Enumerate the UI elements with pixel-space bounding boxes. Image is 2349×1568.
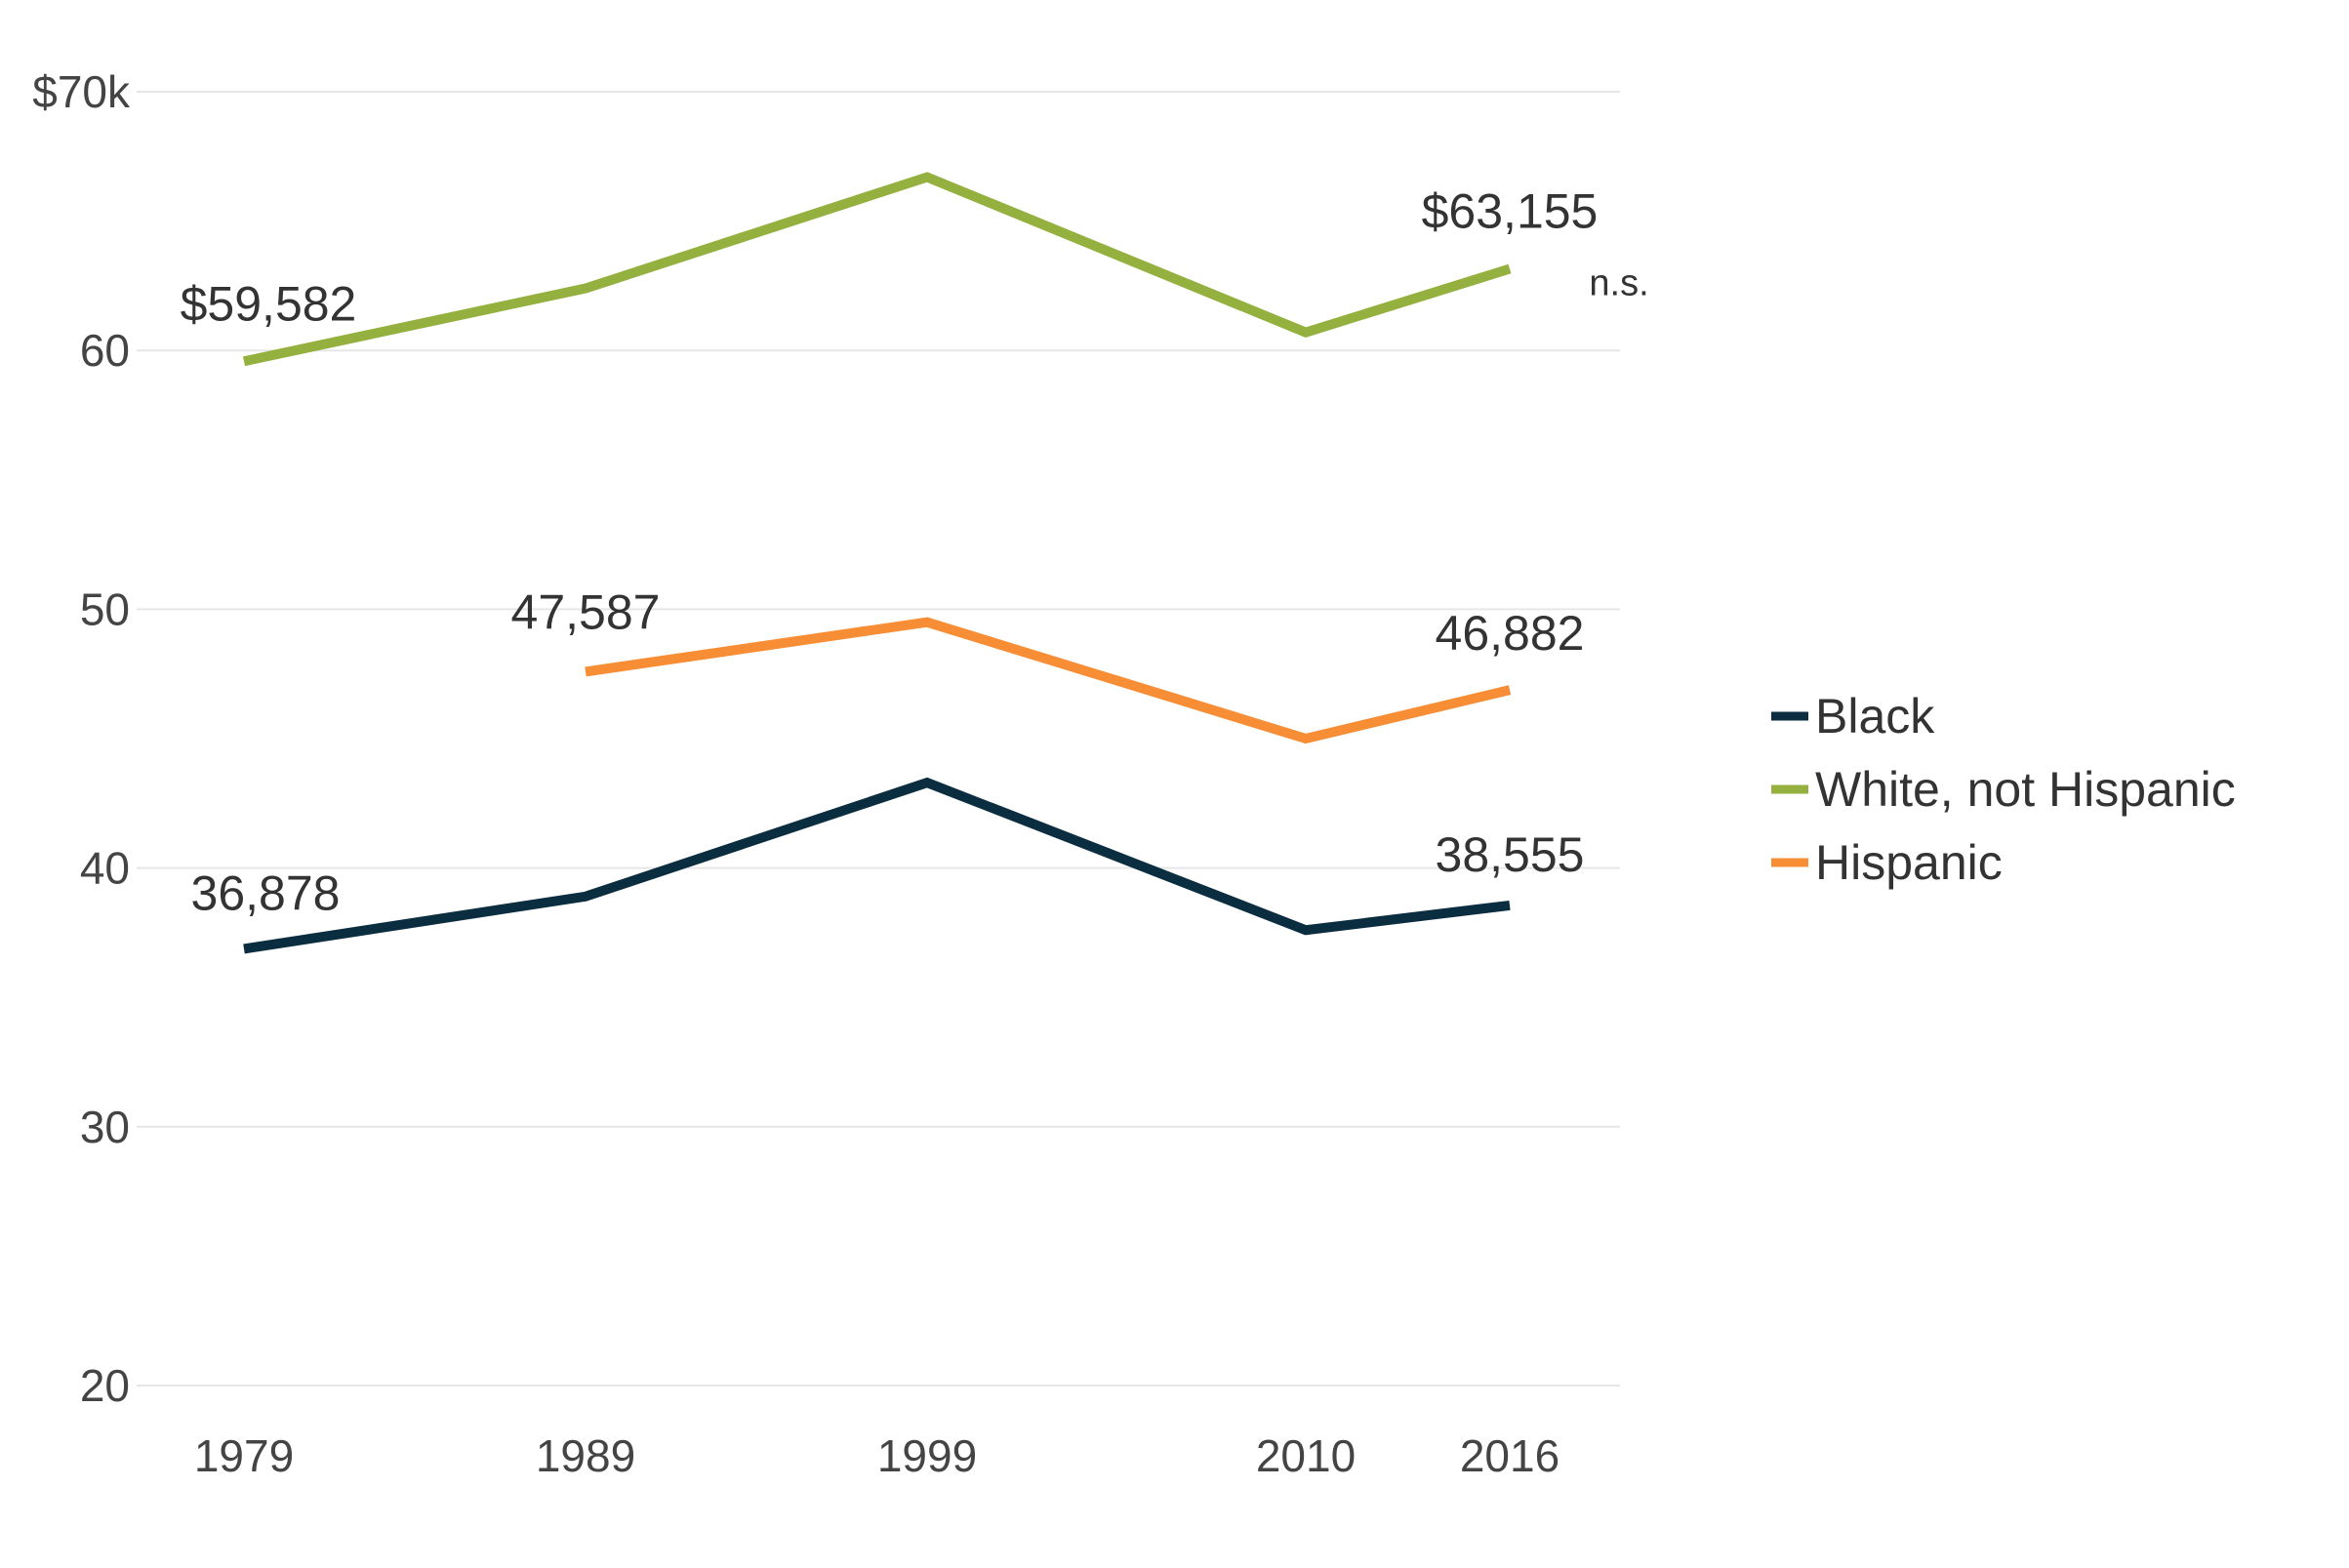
gridlines <box>137 91 1620 1387</box>
y-tick-label-30: 30 <box>80 1102 130 1152</box>
data-label-hispanic-2016: 46,882 <box>1436 606 1585 661</box>
series-line-white <box>242 172 1512 367</box>
x-tick-label-1979: 1979 <box>194 1430 294 1481</box>
series-lines <box>242 172 1512 954</box>
series-line-hispanic <box>585 617 1512 744</box>
y-tick-label-60: 60 <box>80 325 130 376</box>
y-tick-label-50: 50 <box>80 583 130 634</box>
data-label-white-1979: $59,582 <box>181 276 357 331</box>
data-labels: $59,582 $63,155 n.s. 47,587 46,882 36,878 38,5… <box>181 184 1649 921</box>
y-tick-label-20: 20 <box>80 1360 130 1411</box>
legend-label-hispanic: Hispanic <box>1815 835 2003 890</box>
legend-label-white: White, not Hispanic <box>1815 762 2236 817</box>
x-tick-label-1999: 1999 <box>877 1430 977 1481</box>
x-axis-tick-labels: 1979 1989 1999 2010 2016 <box>194 1430 1559 1481</box>
x-tick-label-2010: 2010 <box>1256 1430 1356 1481</box>
legend: Black White, not Hispanic Hispanic <box>1771 689 2236 890</box>
data-label-black-2016: 38,555 <box>1436 827 1585 882</box>
data-label-black-1979: 36,878 <box>191 865 341 920</box>
y-axis-tick-labels: 20 30 40 50 60 $70k <box>32 66 131 1411</box>
legend-label-black: Black <box>1815 689 1935 744</box>
data-label-white-2016: $63,155 <box>1422 184 1599 239</box>
data-label-hispanic-1989: 47,587 <box>511 584 661 639</box>
x-tick-label-2016: 2016 <box>1460 1430 1559 1481</box>
y-tick-label-70: $70k <box>32 66 131 117</box>
y-tick-label-40: 40 <box>80 843 130 894</box>
x-tick-label-1989: 1989 <box>536 1430 635 1481</box>
series-line-black <box>243 777 1511 954</box>
data-label-white-2016-note: n.s. <box>1589 263 1648 304</box>
